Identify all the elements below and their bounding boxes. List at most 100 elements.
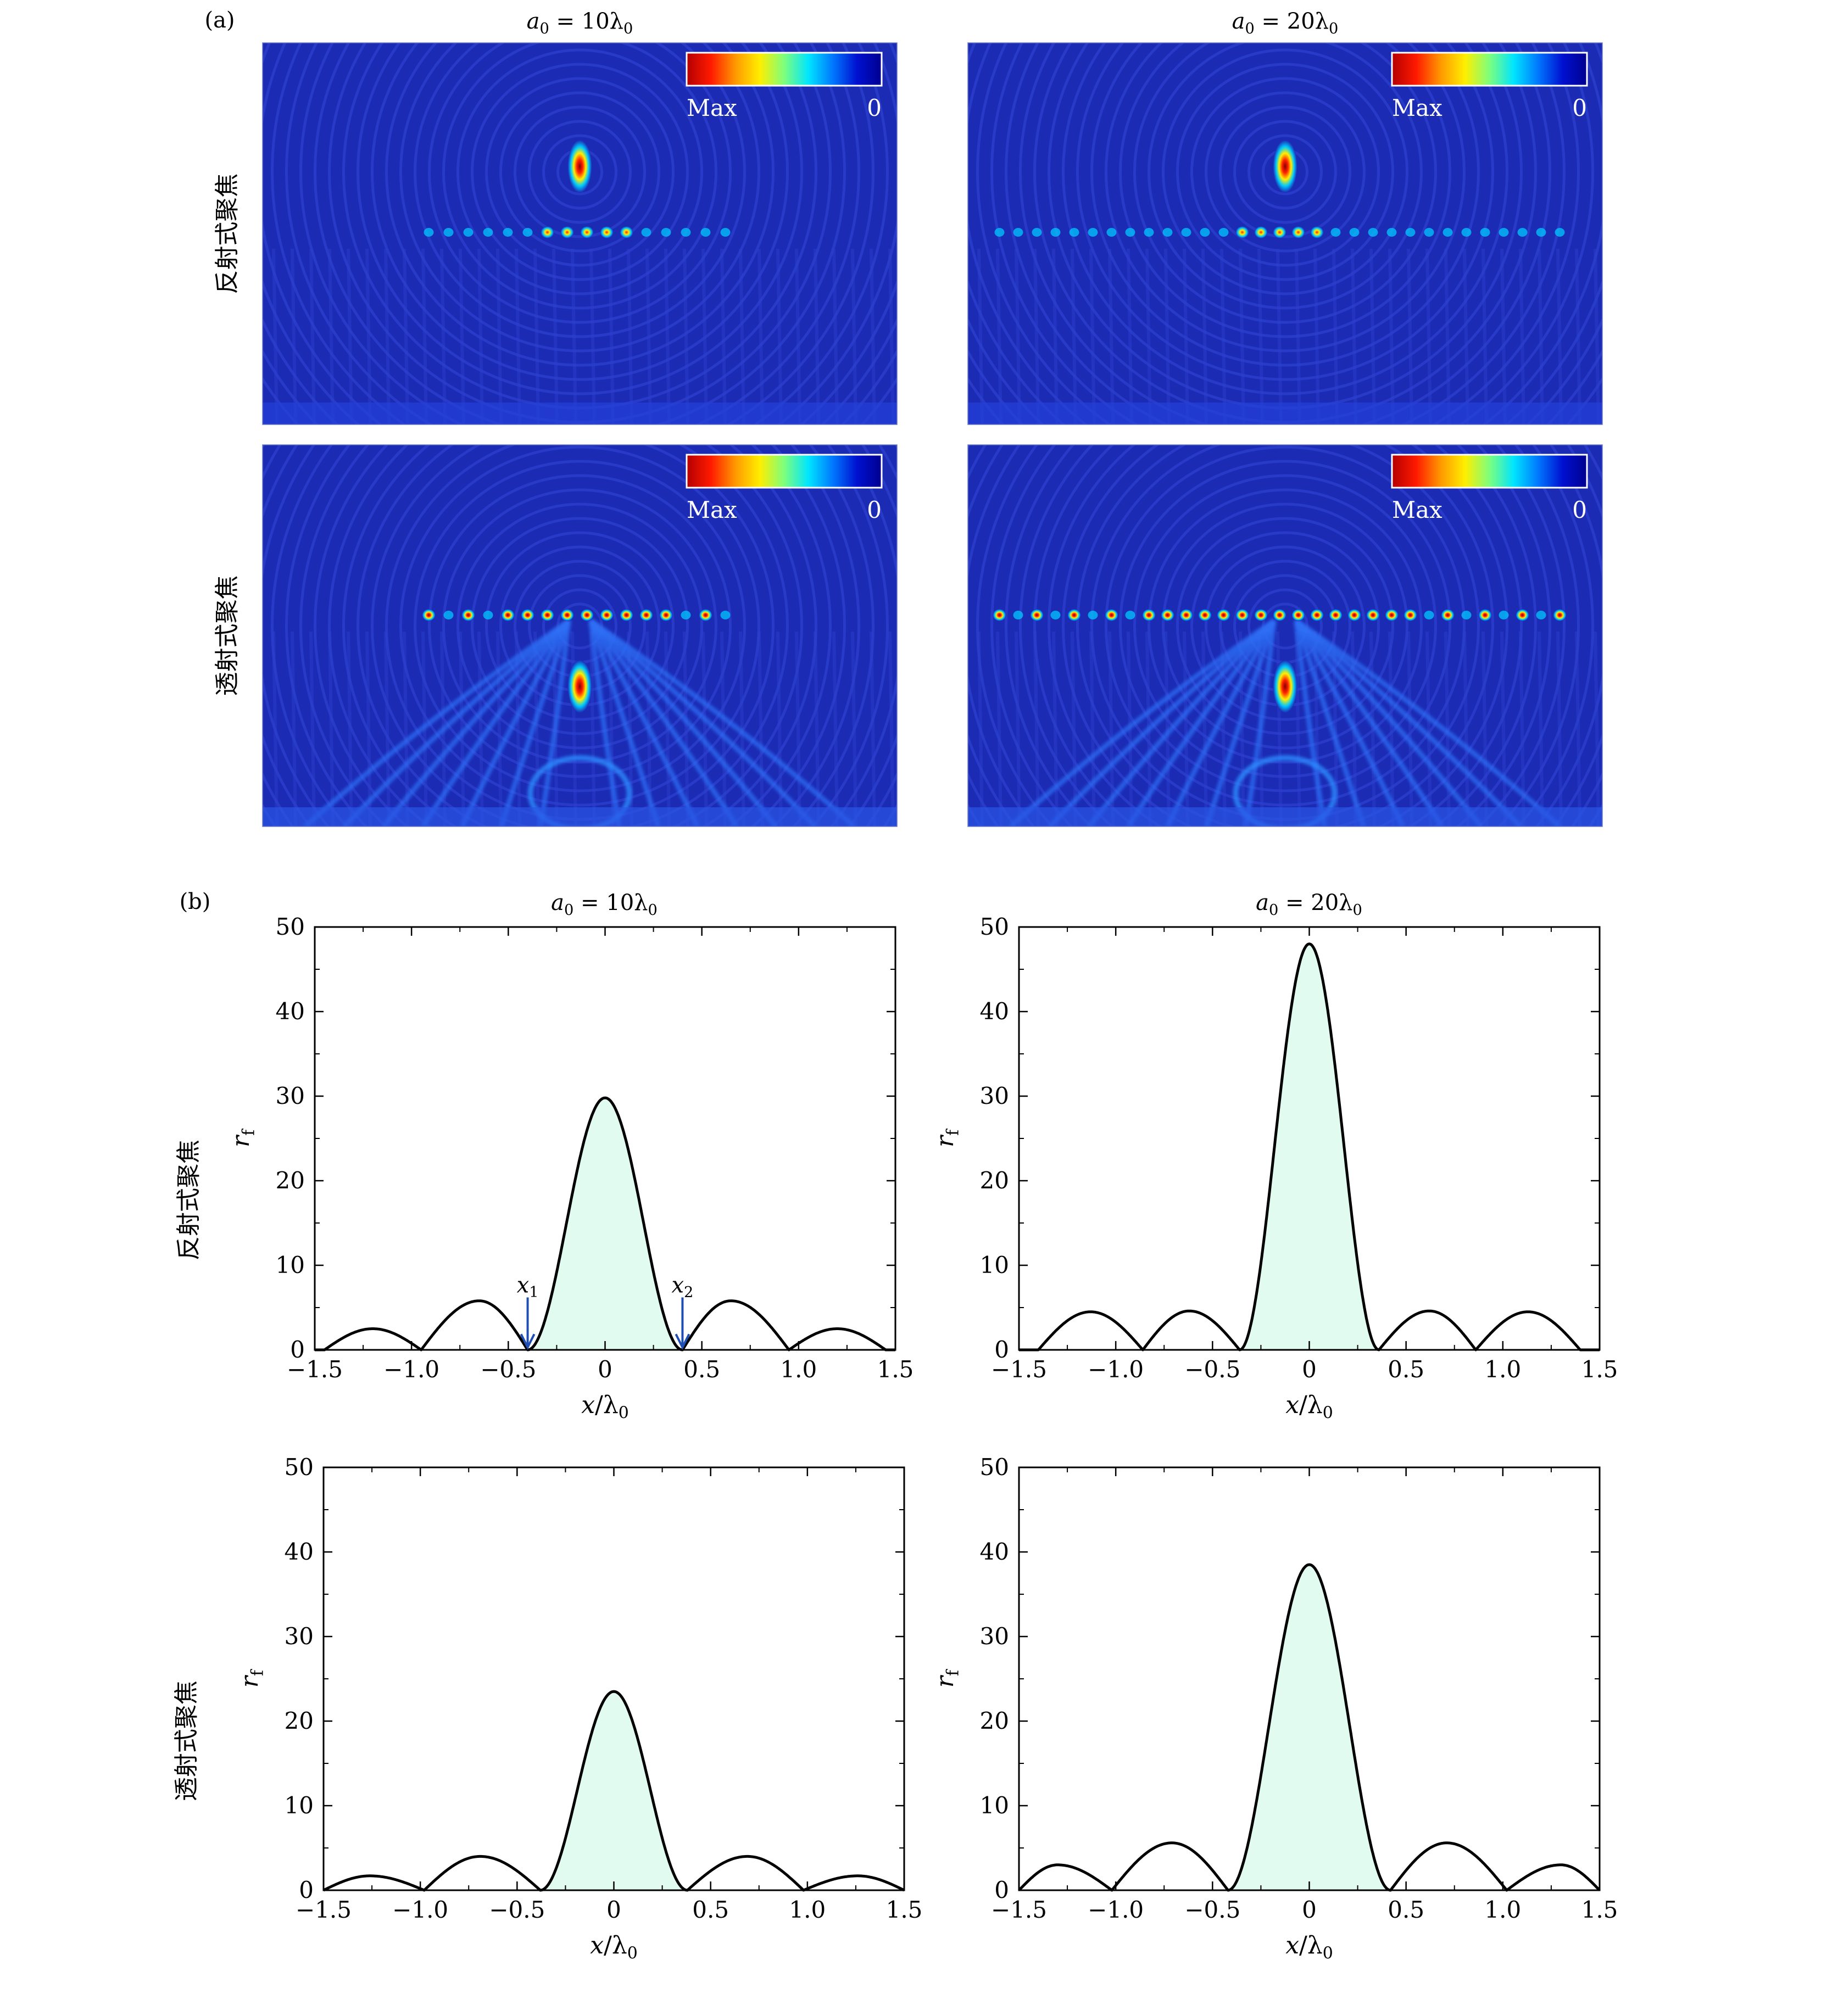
y-tick-label: 40 xyxy=(980,998,1009,1025)
x-tick-label: −0.5 xyxy=(489,1896,545,1923)
y-axis-label: rf xyxy=(931,1129,963,1147)
annotation-label: x2 xyxy=(671,1272,693,1301)
colorbar-max-label: Max xyxy=(687,94,737,121)
x-tick-label: 1.0 xyxy=(780,1356,817,1383)
colorbar-max-label: Max xyxy=(1392,94,1442,121)
x-tick-label: −1.5 xyxy=(991,1356,1047,1383)
x-tick-label: 0 xyxy=(606,1896,621,1923)
lower-streaks xyxy=(272,631,895,826)
x-axis-label: x/λ0 xyxy=(590,1931,638,1963)
colorbar: Max 0 xyxy=(1391,454,1588,523)
y-tick-label: 0 xyxy=(290,1336,305,1363)
main-lobe-fill xyxy=(540,1691,688,1890)
x-tick-label: 1.5 xyxy=(1581,1356,1618,1383)
y-axis-label: rf xyxy=(931,1669,963,1688)
field-map-1-0: Max 0 xyxy=(262,444,898,827)
y-axis-label: rf xyxy=(236,1669,268,1688)
focal-spot xyxy=(567,660,592,713)
colorbar-min-label: 0 xyxy=(867,496,882,523)
y-tick-label: 10 xyxy=(276,1252,305,1278)
field-map-background xyxy=(263,43,897,425)
field-map-1-1: Max 0 xyxy=(967,444,1603,827)
colorbar-gradient xyxy=(686,52,883,87)
y-tick-label: 50 xyxy=(276,913,305,940)
y-tick-label: 40 xyxy=(285,1538,314,1565)
focal-plane-spots xyxy=(993,609,1567,621)
x-tick-label: −0.5 xyxy=(480,1356,536,1383)
x-tick-label: 0 xyxy=(598,1356,612,1383)
field-map-0-1: Max 0 xyxy=(967,42,1603,425)
y-tick-label: 50 xyxy=(285,1454,314,1481)
x-axis-label: x/λ0 xyxy=(581,1391,629,1423)
focal-plane-spots xyxy=(994,226,1565,238)
focal-spot xyxy=(567,140,592,193)
panel-a-row-label: 透射式聚焦 xyxy=(213,576,241,696)
focal-plane-spots xyxy=(424,226,731,238)
interference-ripples xyxy=(968,43,1602,425)
x-tick-label: 1.5 xyxy=(1581,1896,1618,1923)
x-tick-label: 0 xyxy=(1302,1896,1317,1923)
colorbar: Max 0 xyxy=(1391,52,1588,121)
interference-ripples xyxy=(263,445,897,826)
x-tick-label: −1.0 xyxy=(1088,1896,1144,1923)
y-tick-label: 10 xyxy=(980,1252,1009,1278)
main-lobe-fill xyxy=(1228,1565,1391,1890)
colorbar-min-label: 0 xyxy=(1572,496,1587,523)
y-tick-label: 0 xyxy=(994,1877,1009,1903)
focal-spot xyxy=(1273,660,1297,713)
focal-plane-spots xyxy=(422,609,731,621)
x-tick-label: 0.5 xyxy=(692,1896,729,1923)
panel-b-row-label: 反射式聚焦 xyxy=(175,1140,203,1260)
panel-a-column-title: a0 = 20λ0 xyxy=(1232,9,1339,37)
y-tick-label: 10 xyxy=(285,1792,314,1819)
panel-b-column-title: a0 = 10λ0 xyxy=(551,890,658,919)
colorbar: Max 0 xyxy=(686,52,883,121)
colorbar-max-label: Max xyxy=(1392,496,1442,523)
chart-trans-10: 0 10 20 30 40 50 −1.5 −1.0 −0.5 0 0.5 1.0 1.5 x/λ0 rf xyxy=(236,1454,922,1963)
main-lobe-fill xyxy=(527,1098,683,1350)
x-tick-label: 0 xyxy=(1302,1356,1317,1383)
y-tick-label: 20 xyxy=(285,1707,314,1734)
annotation-label: x1 xyxy=(517,1272,539,1301)
x-tick-label: 1.0 xyxy=(1484,1356,1521,1383)
y-tick-label: 30 xyxy=(980,1623,1009,1650)
y-tick-label: 20 xyxy=(276,1167,305,1194)
interference-ripples xyxy=(263,43,897,425)
lower-streaks xyxy=(977,248,1600,425)
y-tick-label: 10 xyxy=(980,1792,1009,1819)
x-tick-label: 1.0 xyxy=(1484,1896,1521,1923)
y-tick-label: 0 xyxy=(994,1336,1009,1363)
x-tick-label: −0.5 xyxy=(1184,1896,1240,1923)
x-axis-label: x/λ0 xyxy=(1285,1391,1333,1423)
y-tick-label: 50 xyxy=(980,1454,1009,1481)
annotation-x2: x2 xyxy=(671,1272,693,1350)
annotation-arrow-head xyxy=(675,1333,690,1350)
y-tick-label: 40 xyxy=(980,1538,1009,1565)
colorbar-gradient xyxy=(1391,52,1588,87)
panel-b-label: (b) xyxy=(180,889,211,914)
panel-b-column-title: a0 = 20λ0 xyxy=(1256,890,1362,919)
rf-curve xyxy=(1018,942,1600,1352)
chart-refl-10: 0 10 20 30 40 50 −1.5 −1.0 −0.5 0 0.5 1.0 1.5 x/λ0 rf x… xyxy=(227,913,914,1423)
annotation-x1: x1 xyxy=(517,1272,539,1350)
x-tick-label: 0.5 xyxy=(1388,1896,1424,1923)
lower-streaks xyxy=(272,248,895,425)
colorbar-max-label: Max xyxy=(687,496,737,523)
x-axis-label: x/λ0 xyxy=(1285,1931,1333,1963)
y-tick-label: 20 xyxy=(980,1707,1009,1734)
x-tick-label: −1.0 xyxy=(383,1356,439,1383)
transmitted-beams xyxy=(1009,618,1562,826)
colorbar-min-label: 0 xyxy=(867,94,882,121)
chart-trans-20: 0 10 20 30 40 50 −1.5 −1.0 −0.5 0 0.5 1.0 1.5 x/λ0 rf xyxy=(931,1454,1618,1963)
panel-a-row-label: 反射式聚焦 xyxy=(213,174,241,294)
annotation-arrow-head xyxy=(520,1333,536,1350)
chart-refl-20: 0 10 20 30 40 50 −1.5 −1.0 −0.5 0 0.5 1.0 1.5 x/λ0 rf xyxy=(931,913,1618,1423)
x-tick-label: 1.0 xyxy=(789,1896,826,1923)
y-tick-label: 40 xyxy=(276,998,305,1025)
main-lobe-fill xyxy=(1239,943,1379,1350)
y-tick-label: 30 xyxy=(285,1623,314,1650)
colorbar: Max 0 xyxy=(686,454,883,523)
x-tick-label: −1.0 xyxy=(1088,1356,1144,1383)
field-map-0-0: Max 0 xyxy=(262,42,898,425)
